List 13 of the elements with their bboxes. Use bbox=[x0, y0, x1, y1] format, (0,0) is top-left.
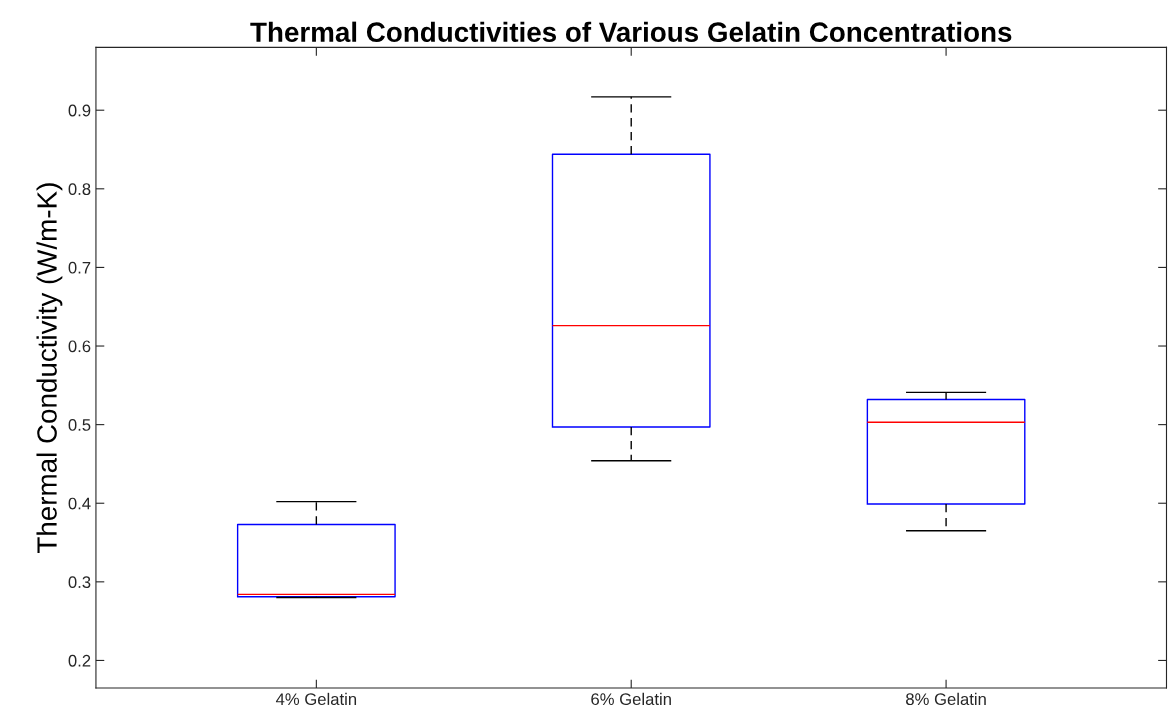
y-axis-title: Thermal Conductivity (W/m-K) bbox=[36, 183, 63, 553]
y-tick-label: 0.8 bbox=[68, 183, 91, 196]
y-tick-label: 0.4 bbox=[68, 497, 91, 510]
y-tick-label: 0.2 bbox=[68, 654, 91, 667]
y-tick-label: 0.5 bbox=[68, 419, 91, 431]
x-tick-label: 6% Gelatin bbox=[591, 692, 671, 706]
y-tick-label: 0.3 bbox=[68, 576, 91, 589]
x-tick-label: 4% Gelatin bbox=[275, 692, 357, 706]
x-tick-label: 8% Gelatin bbox=[906, 692, 986, 706]
chart-title: Thermal Conductivities of Various Gelatin Concentrations bbox=[250, 21, 1012, 43]
y-tick-label: 0.7 bbox=[68, 261, 91, 274]
y-tick-label: 0.6 bbox=[68, 340, 91, 353]
y-tick-label: 0.9 bbox=[68, 104, 91, 117]
